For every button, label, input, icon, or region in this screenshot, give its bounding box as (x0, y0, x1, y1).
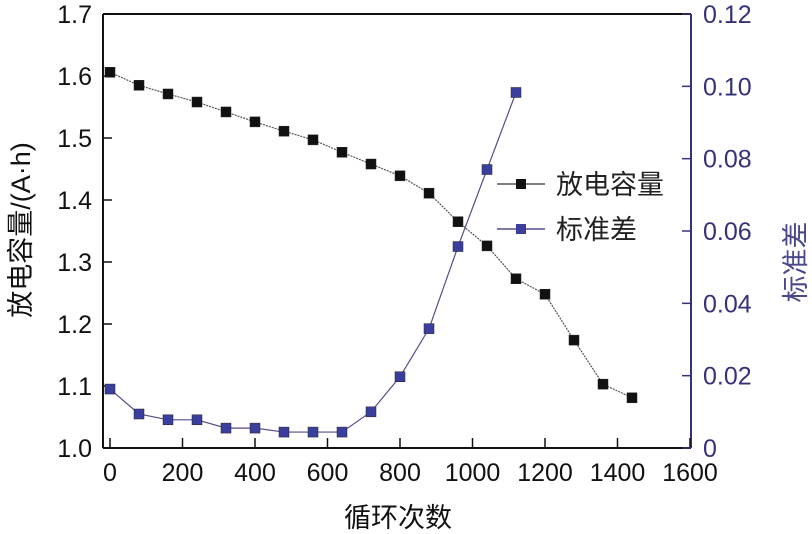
data-point-0 (539, 288, 551, 300)
x-tick-label: 200 (162, 459, 204, 487)
data-point-0 (278, 125, 290, 137)
data-point-0 (365, 158, 377, 170)
data-point-1 (278, 426, 290, 438)
y2-axis-label: 标准差 (781, 222, 811, 303)
series-line-0 (109, 71, 633, 399)
data-point-1 (307, 426, 319, 438)
data-point-0 (307, 134, 319, 146)
data-point-0 (626, 392, 638, 404)
x-tick-label: 1200 (517, 459, 573, 487)
y-tick-label: 1.5 (57, 125, 92, 153)
y-tick-label: 1.1 (57, 373, 92, 401)
data-point-1 (162, 414, 174, 426)
data-point-1 (394, 371, 406, 383)
data-point-1 (336, 426, 348, 438)
y-tick-label: 1.6 (57, 63, 92, 91)
x-axis-label: 循环次数 (344, 503, 452, 533)
x-tick-label: 1600 (662, 459, 718, 487)
y-tick-label: 1.7 (57, 1, 92, 29)
y-tick-label: 1.0 (57, 435, 92, 463)
data-point-1 (133, 408, 145, 420)
x-tick-label: 1400 (590, 459, 646, 487)
data-point-0 (220, 106, 232, 118)
y-axis-label: 放电容量/(A·h) (6, 142, 36, 318)
y-tick-label: 1.4 (57, 187, 92, 215)
data-point-0 (104, 67, 116, 78)
data-point-1 (365, 406, 377, 418)
y-tick-label: 1.3 (57, 249, 92, 277)
legend-label: 标准差 (556, 215, 637, 245)
data-point-1 (104, 383, 116, 395)
data-point-1 (423, 323, 435, 334)
y-tick-label: 1.2 (57, 311, 92, 339)
data-point-1 (249, 422, 261, 434)
data-point-1 (481, 164, 493, 175)
y2-tick-label: 0.10 (703, 73, 752, 101)
data-point-0 (597, 378, 609, 390)
data-point-0 (191, 96, 203, 108)
y2-tick-label: 0.04 (703, 290, 752, 318)
data-point-1 (220, 422, 232, 434)
x-tick-label: 0 (103, 459, 117, 487)
data-point-0 (510, 273, 522, 284)
y2-tick-label: 0.06 (703, 218, 752, 246)
data-point-1 (510, 87, 522, 98)
legend-marker (516, 179, 526, 189)
x-tick-label: 800 (379, 459, 421, 487)
data-point-0 (394, 170, 406, 182)
x-tick-label: 1000 (445, 459, 501, 487)
y2-tick-label: 0.02 (703, 363, 752, 391)
data-point-1 (191, 414, 203, 426)
y2-tick-label: 0.08 (703, 146, 752, 174)
x-tick-label: 600 (307, 459, 349, 487)
data-point-0 (336, 147, 348, 158)
y2-tick-label: 0 (703, 435, 717, 463)
data-point-0 (481, 240, 493, 252)
legend-marker (516, 224, 526, 234)
y2-tick-label: 0.12 (703, 1, 752, 29)
legend-label: 放电容量 (556, 170, 664, 200)
data-point-0 (133, 80, 145, 91)
data-point-0 (568, 334, 580, 346)
data-point-0 (162, 88, 174, 100)
data-point-0 (249, 116, 261, 128)
data-point-0 (452, 216, 464, 227)
data-point-0 (423, 187, 435, 199)
x-tick-label: 400 (234, 459, 276, 487)
data-point-1 (452, 241, 464, 252)
